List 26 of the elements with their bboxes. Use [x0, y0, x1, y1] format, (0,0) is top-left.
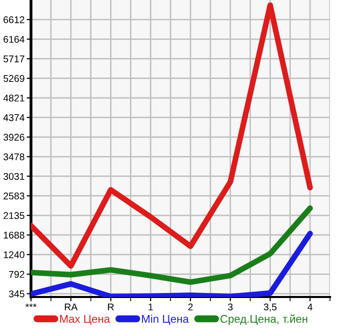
y-tick-label: 3031	[3, 172, 24, 180]
x-tick-label: ***	[25, 304, 37, 308]
y-tick-label: 5717	[4, 56, 24, 62]
y-tick-label: 792	[9, 270, 24, 278]
y-tick-label: 6612	[4, 16, 24, 24]
legend-label: Max Цена	[60, 315, 110, 325]
y-tick-label: 1240	[4, 251, 24, 258]
x-tick-label: 4	[308, 304, 312, 310]
x-tick-label: 1	[148, 304, 153, 310]
y-tick-label: 345	[8, 290, 24, 298]
x-tick-label: RA	[64, 304, 78, 310]
x-tick-label: 3	[228, 304, 233, 310]
y-tick-label: 2583	[4, 192, 24, 200]
x-tick-label: 2	[188, 304, 193, 310]
x-tick-label: R	[108, 304, 114, 310]
legend-label: Min Цена	[142, 314, 189, 325]
y-tick-label: 4374	[3, 114, 24, 122]
y-tick-label: 3926	[3, 134, 24, 141]
y-tick-label: 6164	[4, 36, 24, 43]
y-tick-label: 3478	[3, 153, 24, 160]
y-tick-label: 4821	[3, 94, 24, 102]
legend-label: Сред.Цена, т.йен	[220, 314, 308, 325]
y-tick-label: 2135	[4, 212, 24, 220]
y-tick-label: 5269	[4, 75, 24, 82]
x-tick-label: 3,5	[264, 304, 277, 312]
y-tick-label: 1688	[4, 232, 24, 239]
